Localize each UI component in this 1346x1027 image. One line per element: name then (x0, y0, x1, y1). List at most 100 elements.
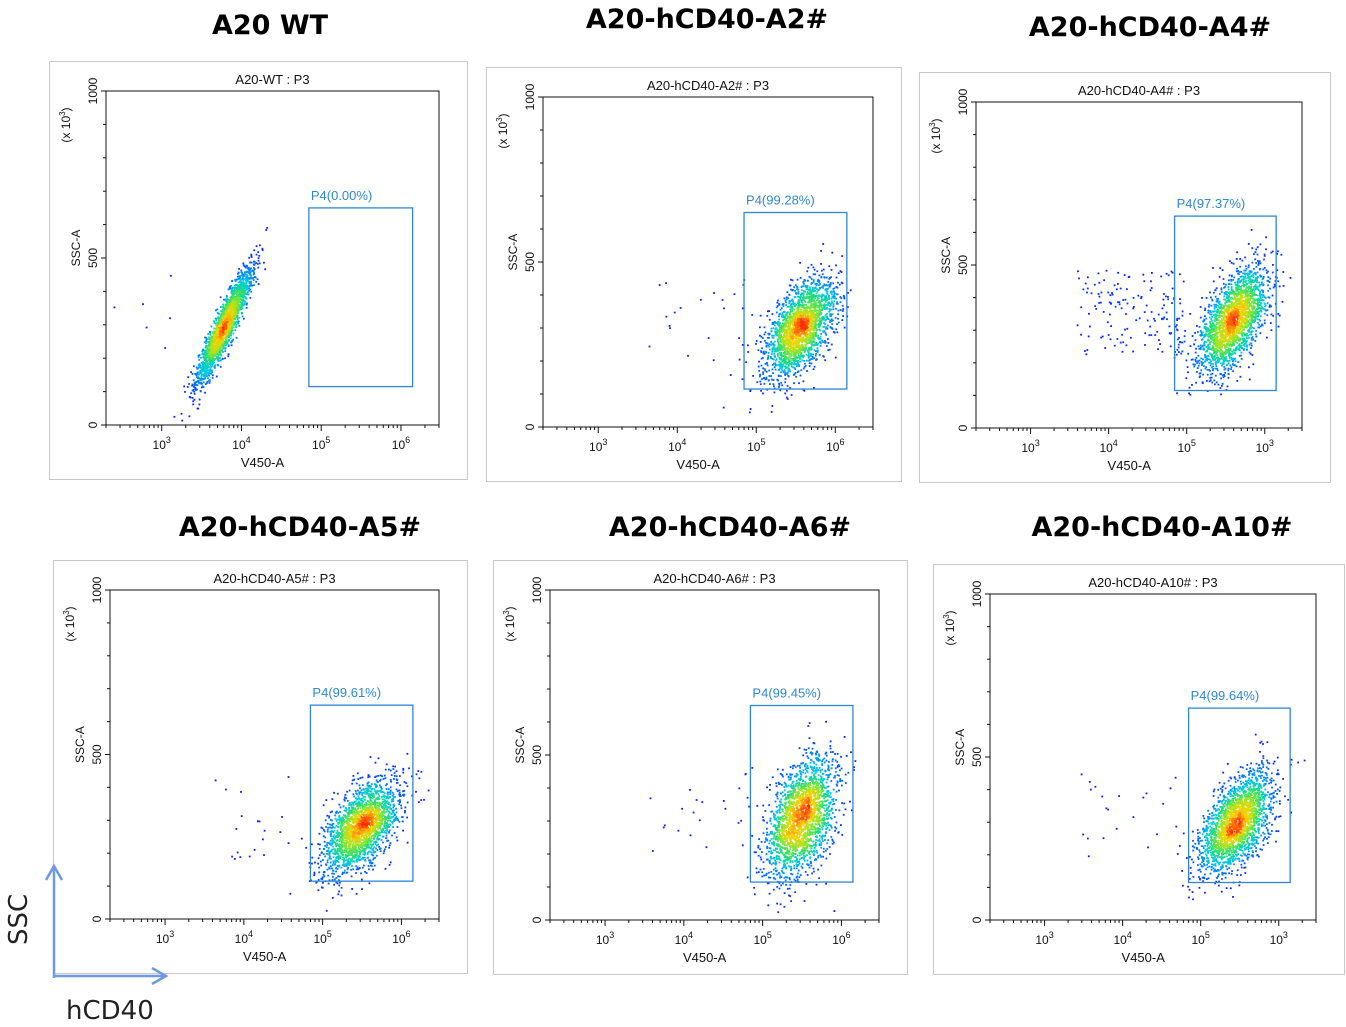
event-dot (806, 315, 809, 318)
event-dot (226, 337, 228, 340)
gate-p4[interactable] (743, 211, 848, 390)
event-dot (788, 367, 790, 370)
event-dot (775, 327, 778, 329)
event-dot (224, 325, 227, 327)
x-tick-label: 106 (392, 435, 410, 452)
event-dot (789, 362, 791, 365)
event-dot (812, 295, 815, 298)
event-dot (217, 312, 220, 315)
event-dot (195, 381, 198, 383)
event-dot (229, 315, 232, 318)
event-dot (764, 331, 767, 334)
event-dot (784, 392, 787, 395)
event-dot (234, 292, 237, 295)
event-dot (258, 254, 261, 257)
event-dot (779, 337, 782, 340)
event-dot (231, 320, 233, 322)
event-dot (785, 312, 788, 315)
event-dot (197, 354, 200, 357)
event-dot (234, 316, 237, 319)
event-dot (801, 306, 803, 308)
event-dot (213, 339, 216, 342)
event-dot (204, 355, 207, 358)
event-dot (764, 369, 767, 372)
event-dot (253, 249, 256, 252)
event-dot (842, 308, 845, 310)
x-tick-label: 104 (232, 435, 250, 452)
event-dot (225, 344, 227, 346)
event-dot (825, 315, 828, 318)
event-dot (822, 316, 825, 318)
event-dot (795, 327, 797, 330)
event-dot (807, 329, 810, 332)
event-dot (840, 271, 843, 273)
event-dot (819, 303, 821, 306)
event-dot (747, 344, 749, 347)
event-dot (200, 375, 203, 378)
event-dot (836, 286, 839, 289)
event-dot (225, 340, 228, 343)
event-dot (215, 341, 217, 344)
event-dot (202, 356, 205, 358)
event-dot (245, 303, 248, 306)
event-dot (712, 359, 715, 362)
event-dot (780, 352, 783, 354)
event-dot (209, 349, 212, 352)
event-dot (815, 302, 818, 304)
event-dot (210, 346, 213, 349)
event-dot (228, 319, 231, 322)
event-dot (798, 332, 800, 335)
event-dot (798, 340, 801, 343)
y-tick-label: 1000 (86, 77, 100, 104)
event-dot (811, 321, 813, 324)
event-dot (242, 291, 245, 293)
event-dot (782, 341, 784, 344)
event-dot (205, 338, 208, 341)
event-dot (785, 304, 787, 306)
event-dot (801, 359, 804, 362)
event-dot (198, 377, 200, 380)
event-dot (213, 347, 216, 350)
event-dot (207, 340, 209, 343)
event-dot (226, 302, 229, 305)
event-dot (830, 297, 833, 300)
event-dot (769, 348, 771, 351)
event-dot (799, 339, 802, 341)
event-dot (798, 364, 800, 367)
event-dot (214, 327, 216, 330)
event-dot (760, 364, 763, 367)
event-dot (204, 373, 207, 376)
event-dot (787, 319, 790, 322)
event-dot (232, 326, 235, 329)
event-dot (836, 323, 838, 326)
event-dot (240, 269, 243, 272)
event-dot (216, 330, 219, 333)
gate-p4[interactable] (308, 207, 414, 388)
event-dot (759, 334, 761, 337)
event-dot (799, 311, 801, 313)
event-dot (791, 303, 793, 305)
event-dot (246, 287, 249, 290)
event-dot (212, 357, 214, 360)
event-dot (237, 301, 240, 304)
event-dot (806, 337, 808, 339)
event-dot (805, 338, 807, 340)
event-dot (809, 339, 812, 342)
event-dot (220, 310, 222, 313)
event-dot (814, 287, 817, 290)
event-dot (1214, 361, 1217, 364)
event-dot (814, 315, 816, 318)
event-dot (777, 330, 780, 332)
event-dot (250, 282, 252, 285)
event-dot (810, 302, 813, 305)
event-dot (806, 286, 808, 288)
event-dot (820, 269, 823, 272)
event-dot (240, 278, 242, 281)
event-dot (1239, 375, 1242, 378)
event-dot (795, 356, 797, 359)
event-dot (775, 359, 777, 362)
event-dot (797, 317, 799, 320)
event-dot (793, 313, 795, 316)
event-dot (808, 333, 811, 336)
event-dot (811, 328, 814, 331)
